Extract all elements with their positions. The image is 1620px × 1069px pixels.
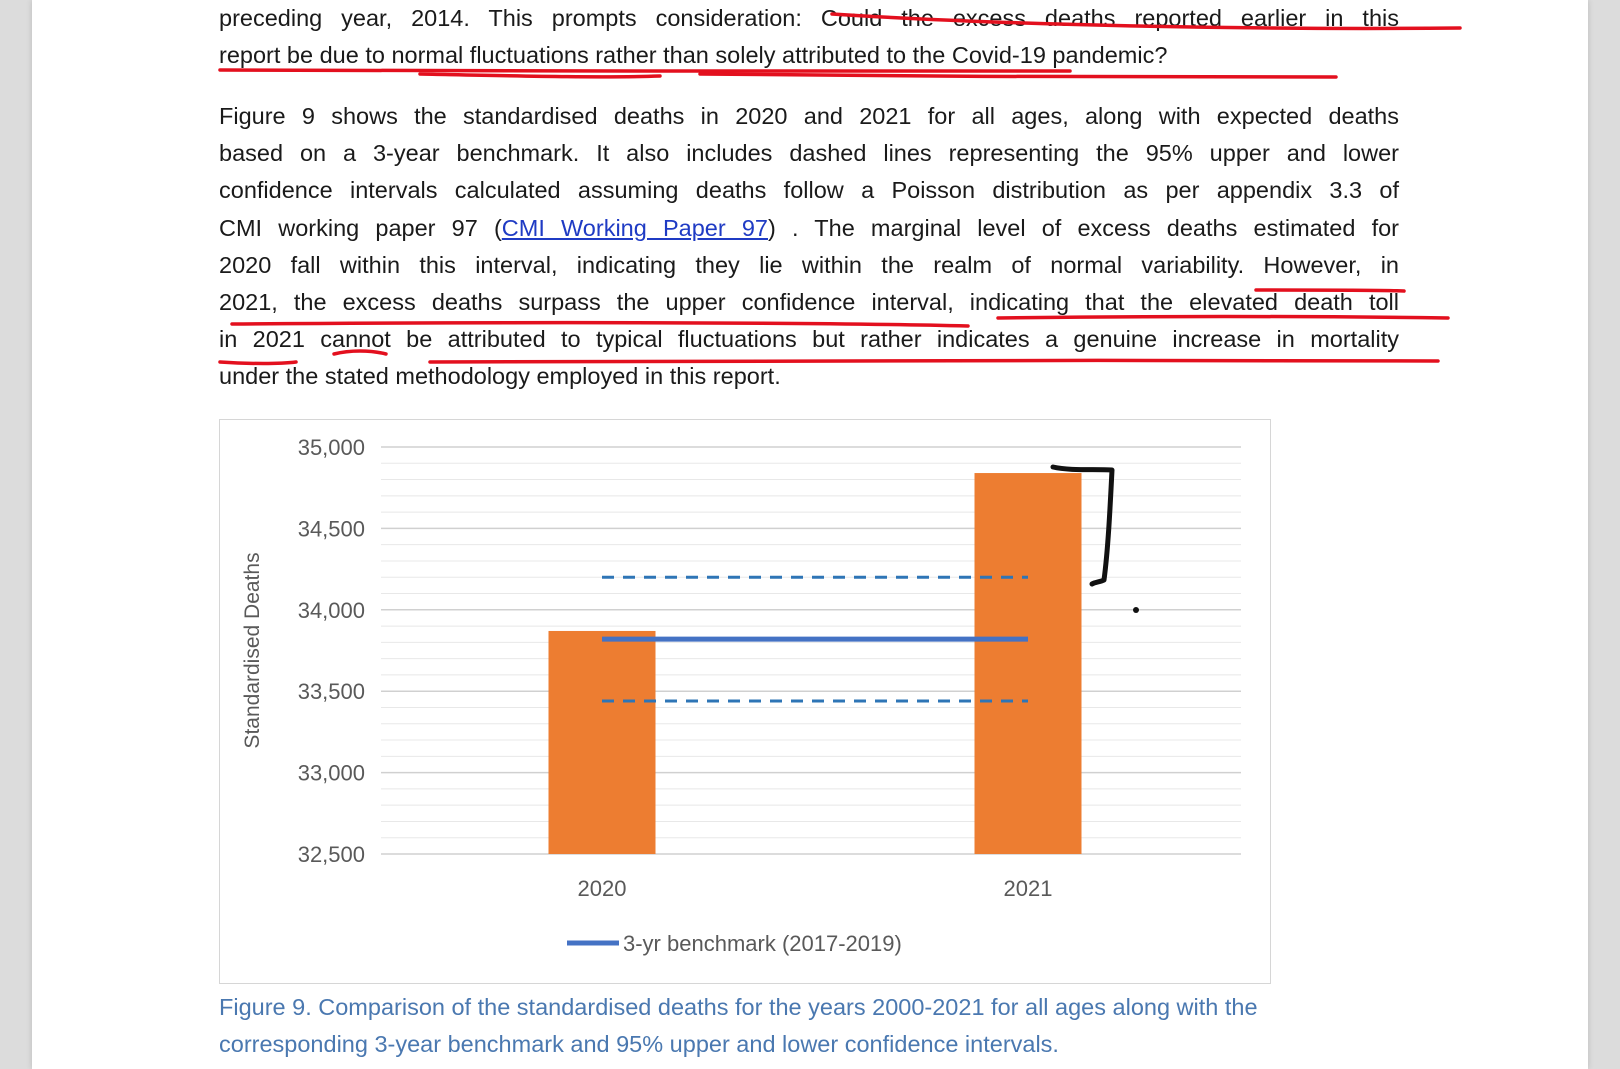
text-line: Figure 9 shows the standardised deaths i…	[219, 103, 1399, 129]
figure-caption: Figure 9. Comparison of the standardised…	[219, 989, 1399, 1063]
y-tick-label: 34,500	[298, 516, 365, 541]
y-tick-label: 33,500	[298, 679, 365, 704]
text-line: in 2021 cannot be attributed to typical …	[219, 326, 1399, 353]
text-segment: ) . The marginal level of excess deaths …	[768, 214, 1399, 241]
paragraph-figure-description: Figure 9 shows the standardised deaths i…	[219, 98, 1399, 396]
bar-2021	[974, 473, 1082, 854]
text-line: 2020 fall within this interval, indicati…	[219, 251, 1399, 278]
text-line: confidence intervals calculated assuming…	[219, 177, 1399, 204]
caption-line: corresponding 3-year benchmark and 95% u…	[219, 1031, 1059, 1057]
text-line: preceding year, 2014. This prompts consi…	[219, 5, 1399, 31]
y-tick-label: 34,000	[298, 598, 365, 623]
y-tick-label: 35,000	[298, 435, 365, 460]
legend-label-benchmark: 3-yr benchmark (2017-2019)	[623, 931, 902, 956]
text-line: based on a 3-year benchmark. It also inc…	[219, 140, 1399, 167]
cmi-working-paper-link[interactable]: CMI Working Paper 97	[501, 214, 768, 241]
caption-line: Figure 9. Comparison of the standardised…	[219, 994, 1258, 1020]
bar-2020	[548, 630, 656, 854]
figure-9-chart: 32,500 33,000 33,500 34,000 34,500 35,000 Stan…	[241, 435, 1241, 956]
y-axis-label: Standardised Deaths	[241, 552, 264, 748]
x-tick-label: 2020	[578, 876, 627, 901]
text-segment: CMI working paper 97 (	[219, 214, 502, 241]
x-tick-label: 2021	[1004, 876, 1053, 901]
text-line: under the stated methodology employed in…	[219, 363, 781, 390]
text-line: 2021, the excess deaths surpass the uppe…	[219, 289, 1399, 316]
y-tick-label: 32,500	[298, 842, 365, 867]
y-tick-label: 33,000	[298, 761, 365, 786]
text-line-with-link: CMI working paper 97 (CMI Working Paper …	[219, 210, 1399, 247]
paragraph-intro: preceding year, 2014. This prompts consi…	[219, 0, 1399, 74]
text-line: report be due to normal fluctuations rat…	[219, 42, 1168, 69]
